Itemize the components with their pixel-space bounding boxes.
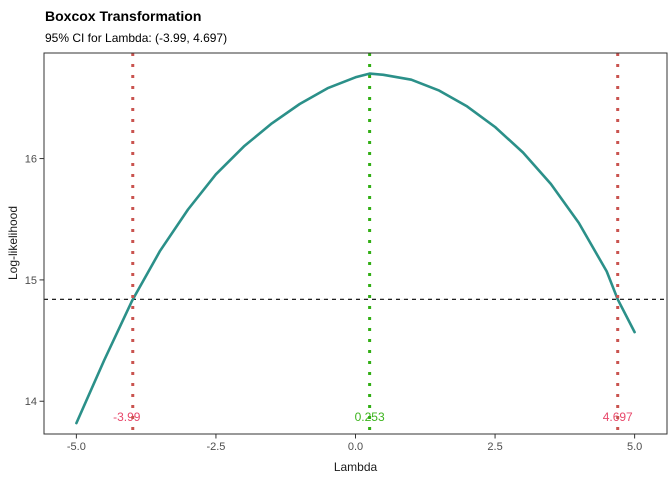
x-axis-title: Lambda <box>333 460 378 474</box>
x-tick-label: 2.5 <box>487 441 502 453</box>
ci-lower-label: -3.99 <box>113 410 141 424</box>
y-tick-label: 14 <box>25 396 37 408</box>
x-tick-label: -2.5 <box>206 441 225 453</box>
x-tick-label: 5.0 <box>627 441 642 453</box>
loglik-curve <box>75 72 636 425</box>
chart-title: Boxcox Transformation <box>45 8 202 24</box>
plot-panel-border <box>43 52 668 435</box>
x-tick-label: -5.0 <box>67 441 86 453</box>
chart-subtitle: 95% CI for Lambda: (-3.99, 4.697) <box>45 31 228 45</box>
x-tick-label: 0.0 <box>348 441 363 453</box>
y-tick-label: 16 <box>25 154 37 166</box>
y-axis-title: Log-likelihood <box>6 205 20 281</box>
y-tick-label: 15 <box>25 275 37 287</box>
